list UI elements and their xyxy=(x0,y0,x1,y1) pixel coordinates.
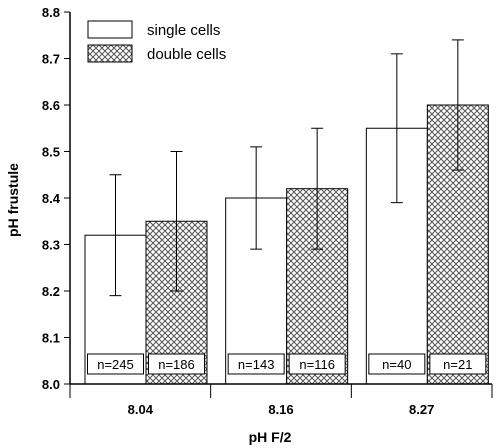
y-tick-label: 8.0 xyxy=(42,377,60,392)
legend: single cells double cells xyxy=(87,20,226,63)
axes-group xyxy=(64,11,493,398)
bars-group xyxy=(84,104,489,385)
y-tick-label: 8.5 xyxy=(42,145,60,160)
sample-size-labels: n=245 n=143 n=40 n=186 n=116 n=21 xyxy=(87,353,487,375)
x-tick-label: 8.04 xyxy=(128,402,154,417)
sample-size-box xyxy=(87,353,144,375)
sample-size-box xyxy=(368,353,426,375)
sample-size-box xyxy=(148,353,205,375)
legend-swatch-single xyxy=(87,20,133,39)
y-tick-label: 8.4 xyxy=(42,191,61,206)
sample-size-box xyxy=(429,353,487,375)
x-tick-label: 8.16 xyxy=(268,402,293,417)
y-tick-labels: 8.0 8.1 8.2 8.3 8.4 8.5 8.6 8.7 8.8 xyxy=(42,5,61,392)
y-tick-label: 8.1 xyxy=(42,331,60,346)
y-tick-label: 8.6 xyxy=(42,98,60,113)
legend-swatch-double xyxy=(87,44,133,63)
sample-size-label: n=186 xyxy=(158,357,195,372)
error-bars-group xyxy=(109,39,464,297)
x-tick-label: 8.27 xyxy=(409,402,434,417)
y-tick-label: 8.3 xyxy=(42,238,60,253)
x-axis-title: pH F/2 xyxy=(249,429,292,445)
sample-size-label: n=143 xyxy=(238,357,275,372)
sample-size-label: n=116 xyxy=(299,357,335,372)
sample-size-label: n=21 xyxy=(443,357,472,372)
x-tick-labels: 8.04 8.16 8.27 xyxy=(128,402,435,417)
sample-size-label: n=245 xyxy=(97,357,134,372)
legend-label-double: double cells xyxy=(147,46,226,63)
y-tick-label: 8.8 xyxy=(42,5,60,20)
sample-size-box xyxy=(288,353,346,375)
y-tick-label: 8.2 xyxy=(42,284,60,299)
sample-size-label: n=40 xyxy=(382,357,411,372)
y-tick-label: 8.7 xyxy=(42,52,60,67)
y-axis-title: pH frustule xyxy=(5,163,21,237)
sample-size-box xyxy=(227,353,285,375)
legend-label-single: single cells xyxy=(147,22,220,39)
